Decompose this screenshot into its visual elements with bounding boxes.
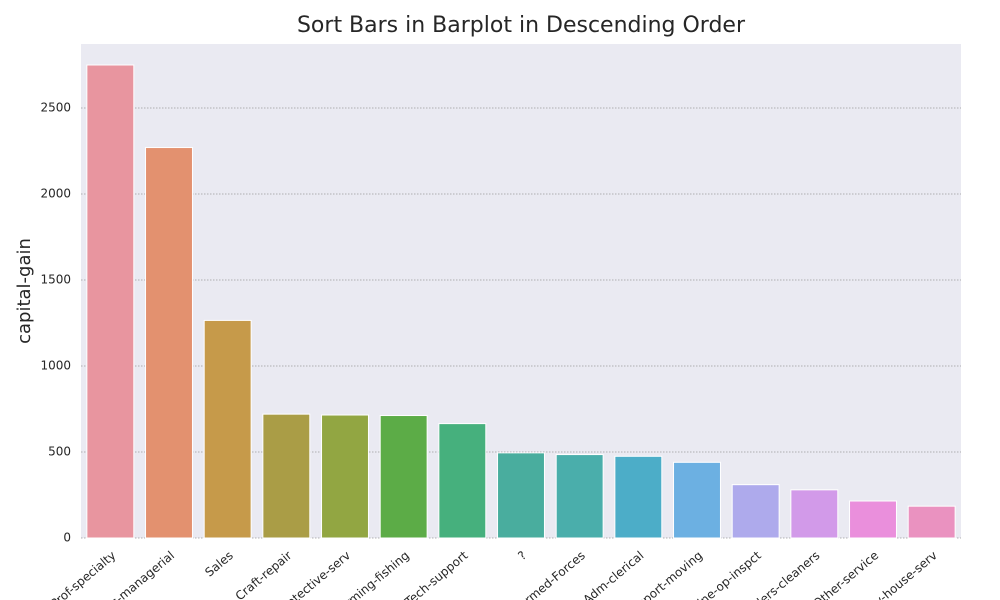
y-tick-label: 2000 (40, 186, 71, 200)
bar (203, 319, 252, 539)
bar (86, 64, 135, 539)
bar (379, 415, 428, 539)
x-tick-label: Prof-specialty (48, 548, 119, 600)
y-tick-label: 0 (63, 531, 71, 545)
bar (731, 484, 780, 539)
x-tick-label: ? (515, 548, 529, 563)
bar (438, 423, 487, 539)
x-tick-label: Other-service (810, 548, 881, 600)
bar (907, 505, 956, 539)
y-tick-label: 500 (48, 444, 71, 458)
x-tick-label: Craft-repair (233, 548, 295, 600)
bar (497, 452, 545, 539)
bar (849, 500, 897, 539)
x-tick-label: Adm-clerical (580, 548, 646, 600)
bar (262, 413, 311, 539)
bar (555, 454, 604, 539)
x-tick-label: Sales (202, 548, 235, 579)
y-tick-label: 1500 (40, 272, 71, 286)
y-tick-label: 2500 (40, 100, 71, 114)
bar (790, 489, 839, 539)
bar (321, 414, 369, 539)
bar (145, 147, 193, 539)
x-tick-label: Tech-support (402, 548, 471, 600)
y-tick-label: 1000 (40, 358, 71, 372)
bar (673, 461, 721, 539)
chart-title: Sort Bars in Barplot in Descending Order (297, 13, 746, 38)
bar (614, 455, 663, 539)
y-axis-label: capital-gain (14, 238, 35, 344)
